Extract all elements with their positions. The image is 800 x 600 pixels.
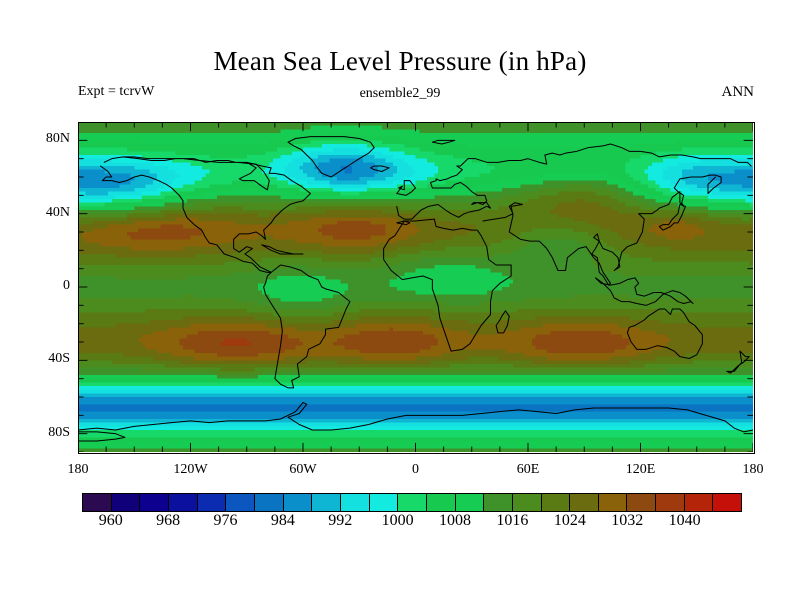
colorbar-tick-label: 1024: [553, 512, 586, 529]
x-axis-label: 60E: [516, 462, 540, 477]
colorbar-swatch: [398, 494, 427, 511]
colorbar-swatch: [283, 494, 313, 511]
colorbar-tick-label: 976: [213, 512, 238, 529]
colorbar-swatch: [512, 494, 542, 511]
colorbar-swatch: [570, 494, 599, 511]
pressure-contour-map: [78, 122, 753, 452]
colorbar-swatch: [426, 494, 456, 511]
colorbar-tick-label: 1032: [611, 512, 644, 529]
colorbar-swatch: [484, 494, 513, 511]
colorbar-swatch: [254, 494, 284, 511]
colorbar-swatch: [168, 494, 198, 511]
y-axis-label: 40S: [48, 351, 70, 367]
colorbar-tick-label: 1000: [381, 512, 414, 529]
colorbar-swatch: [312, 494, 341, 511]
experiment-label: Expt = tcrvW: [78, 84, 155, 99]
colorbar-tick-label: 984: [270, 512, 295, 529]
y-axis-label: 0: [63, 278, 70, 293]
x-axis-label: 180: [67, 462, 89, 477]
x-axis-label: 0: [412, 462, 419, 477]
x-axis-label: 120W: [173, 462, 208, 477]
x-axis-label: 60W: [289, 462, 317, 477]
ensemble-label: ensemble2_99: [359, 86, 441, 101]
colorbar-swatch: [111, 494, 141, 511]
colorbar-swatch: [598, 494, 628, 511]
colorbar-swatch: [197, 494, 227, 511]
colorbar-tick-label: 960: [98, 512, 123, 529]
colorbar-ticklabels: 960 968 976 984 992 1000 1008 1016 1024 1032 1040: [82, 512, 742, 534]
colorbar-swatch: [340, 494, 370, 511]
season-label: ANN: [721, 84, 755, 100]
colorbar-swatch: [455, 494, 485, 511]
y-axis-label: 80N: [45, 131, 70, 147]
map-svg: [78, 122, 753, 452]
colorbar-tick-label: 992: [328, 512, 353, 529]
colorbar-swatch: [226, 494, 255, 511]
colorbar-swatch: [656, 494, 685, 511]
colorbar-swatch: [627, 494, 657, 511]
colorbar-swatch: [713, 494, 742, 511]
colorbar-tick-label: 1008: [439, 512, 472, 529]
y-axis-label: 80S: [48, 424, 70, 440]
colorbar-swatch: [541, 494, 571, 511]
y-axis-label: 40N: [45, 204, 70, 220]
colorbar-swatch: [369, 494, 399, 511]
colorbar-tick-label: 968: [156, 512, 181, 529]
colorbar-swatch: [83, 494, 112, 511]
x-axis-label: 180: [742, 462, 764, 477]
colorbar-tick-label: 1040: [668, 512, 701, 529]
page-title: Mean Sea Level Pressure (in hPa): [213, 46, 587, 76]
colorbar: [82, 493, 742, 512]
colorbar-tick-label: 1016: [496, 512, 529, 529]
colorbar-swatch: [140, 494, 169, 511]
colorbar-swatch: [684, 494, 714, 511]
colorbar-swatches: [82, 493, 742, 512]
x-axis-label: 120E: [625, 462, 656, 477]
